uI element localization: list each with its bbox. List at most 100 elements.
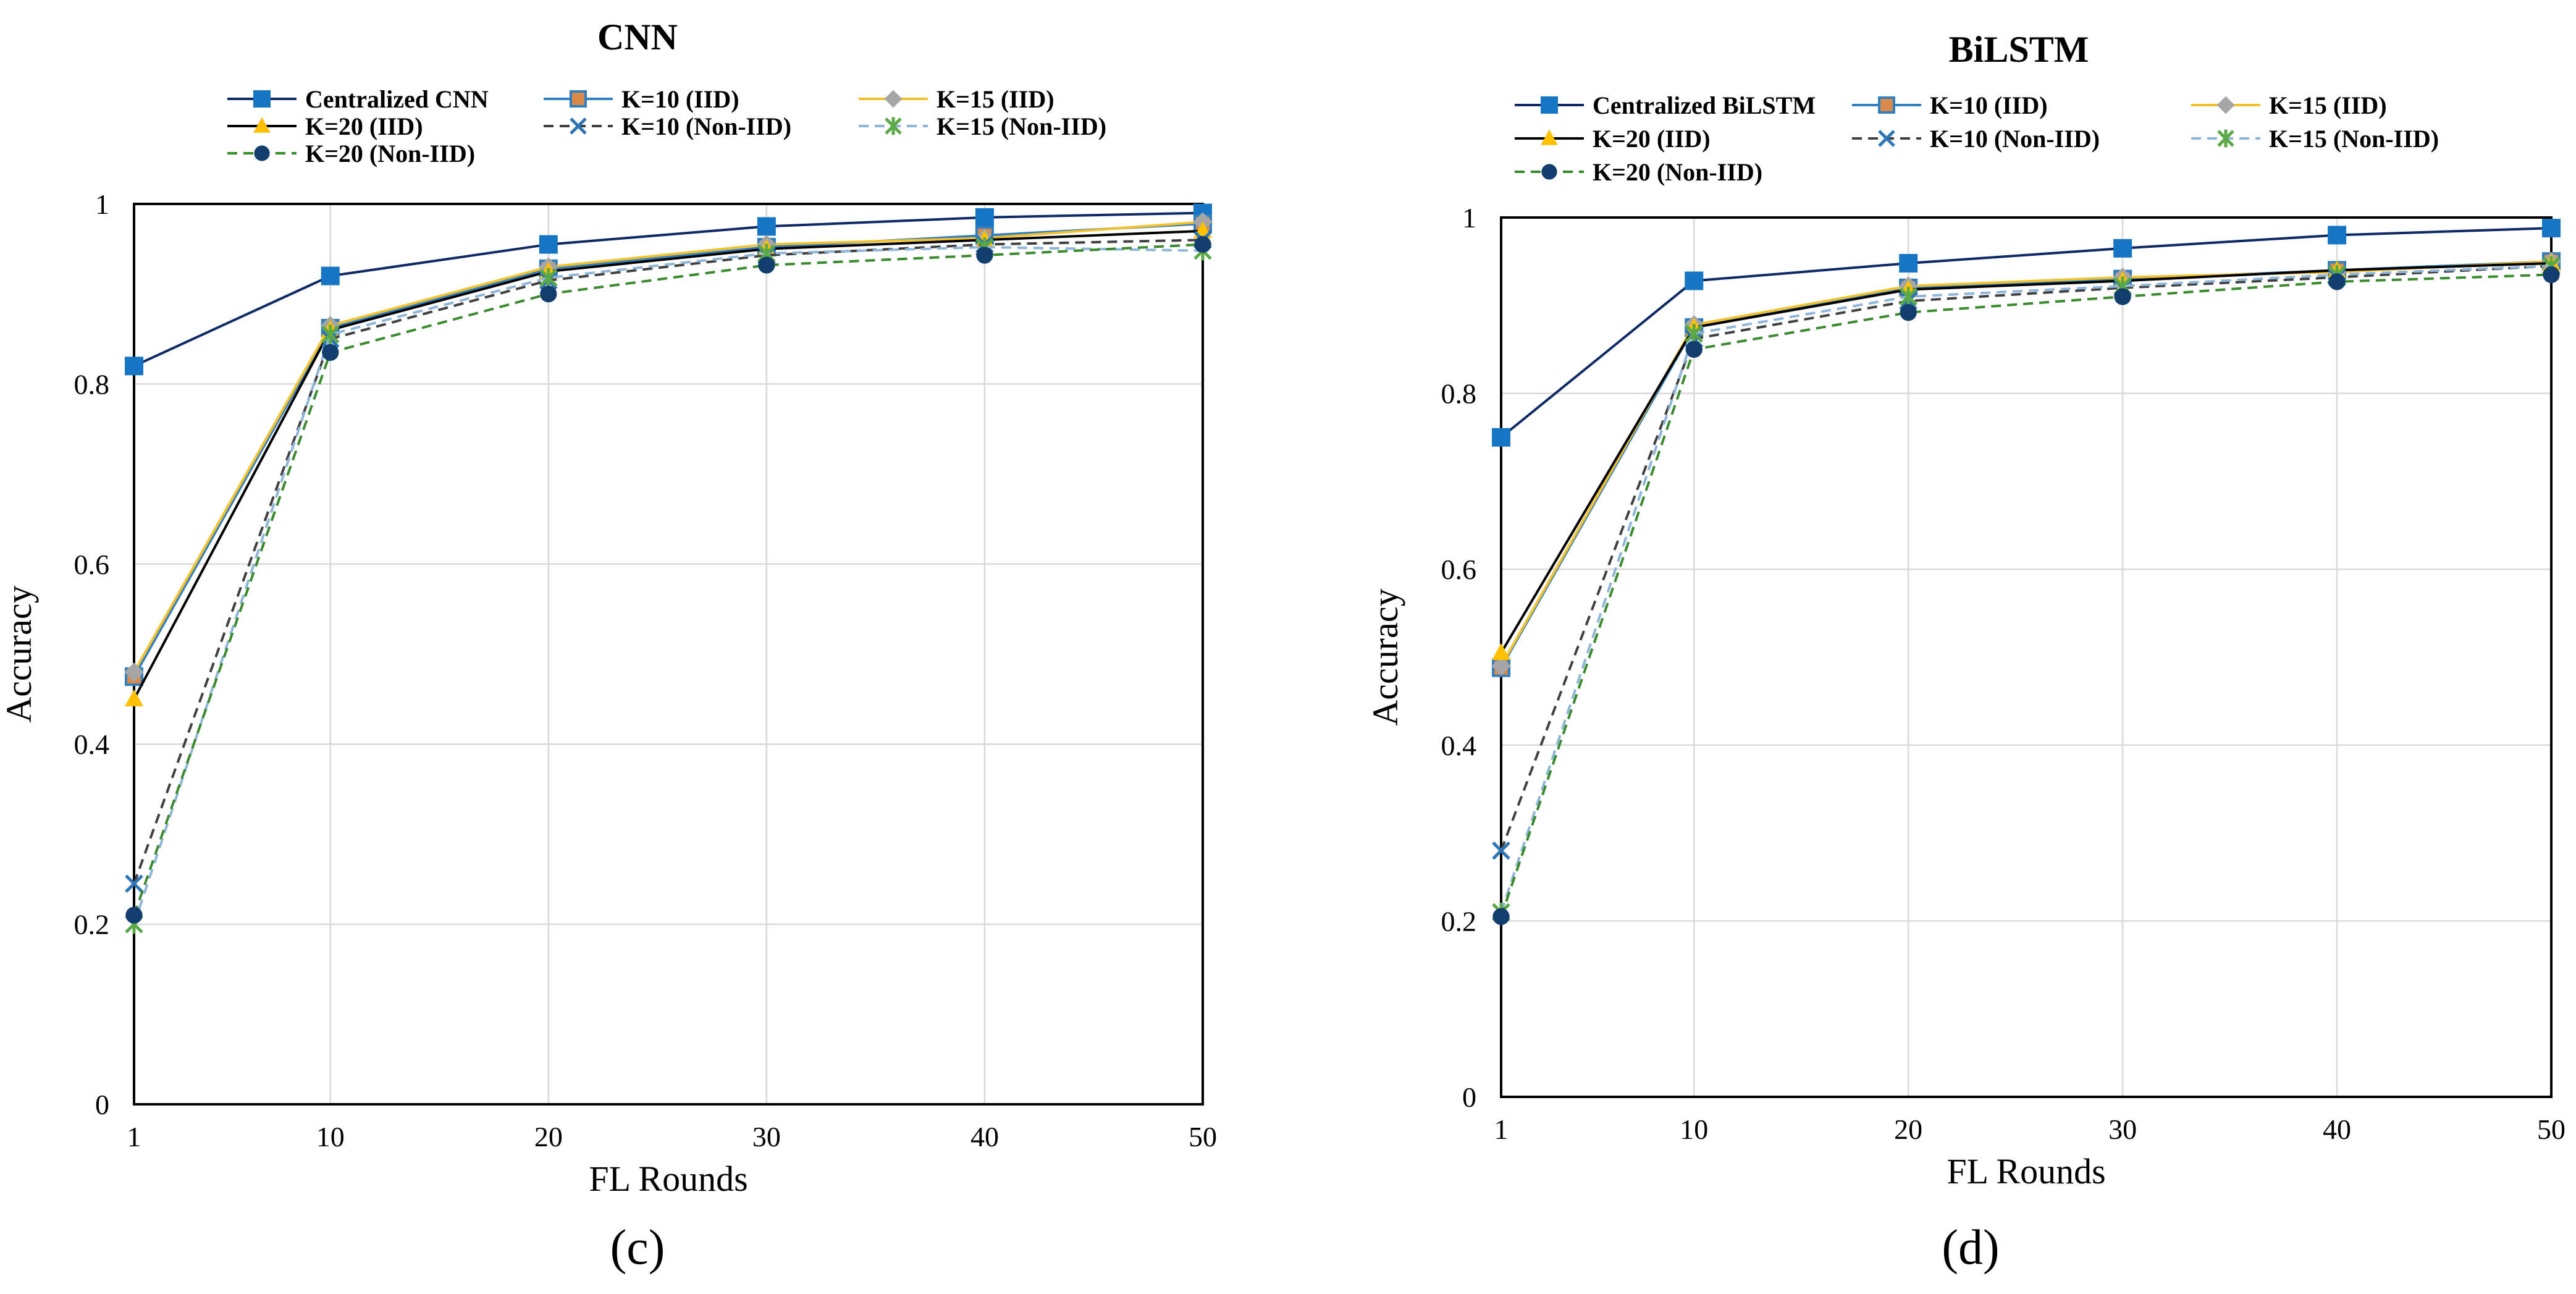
legend-item: K=20 (Non-IID) (227, 140, 475, 167)
data-point (2328, 273, 2346, 290)
plot-area (1500, 216, 2553, 1098)
data-point (321, 324, 340, 344)
data-point (1900, 304, 1917, 321)
y-tick-label: 0.8 (74, 368, 110, 400)
legend-item: K=10 (Non-IID) (1852, 125, 2100, 153)
series-line (1500, 227, 2552, 439)
y-tick-label: 0 (95, 1089, 109, 1120)
chart-panel-c: CNN 0 0.2 0.4 0.6 0.8 1 1 10 20 30 40 50 FL Rounds Acc… (0, 17, 1217, 1275)
legend-label: K=20 (Non-IID) (305, 140, 475, 167)
y-tick-label: 0.8 (1441, 378, 1477, 410)
legend-marker (2216, 96, 2235, 114)
data-point (1899, 287, 1917, 307)
plot-area (133, 203, 1204, 1106)
series-k-15-iid- (124, 212, 1213, 682)
data-point (539, 235, 558, 254)
legend-label: K=15 (Non-IID) (937, 112, 1106, 140)
legend-label: K=15 (Non-IID) (2269, 125, 2439, 153)
data-point (540, 285, 557, 303)
data-point (539, 268, 558, 288)
series-line (133, 243, 1203, 916)
x-tick-label: 1 (127, 1121, 141, 1152)
legend-item: K=10 (Non-IID) (544, 112, 791, 140)
y-tick-label: 0.4 (1441, 730, 1477, 761)
legend-item: K=20 (Non-IID) (1515, 158, 1762, 186)
series-centralized-cnn (125, 203, 1212, 376)
data-point (321, 266, 340, 285)
legend-marker (885, 117, 902, 135)
x-tick-label: 10 (316, 1121, 345, 1152)
data-point (975, 208, 994, 227)
legend-marker (884, 90, 903, 108)
data-point (1685, 340, 1703, 358)
legend-item: K=10 (IID) (1852, 91, 2048, 119)
legend-item: K=15 (IID) (859, 85, 1054, 113)
legend-label: K=15 (IID) (937, 85, 1054, 113)
series-k-10-non-iid- (1492, 256, 2561, 860)
y-axis-label: Accuracy (1365, 588, 1405, 725)
y-tick-label: 0.4 (74, 729, 110, 760)
data-point (125, 907, 143, 924)
series-line (1500, 261, 2552, 654)
data-point (2114, 288, 2131, 305)
x-tick-label: 30 (2108, 1114, 2137, 1145)
x-tick-label: 40 (2323, 1114, 2351, 1145)
legend-marker (1878, 130, 1895, 147)
y-tick-label: 0 (1462, 1081, 1476, 1113)
series-line (133, 229, 1203, 700)
legend-marker (1541, 96, 1558, 114)
data-point (2542, 219, 2561, 238)
legend-item: Centralized BiLSTM (1515, 91, 1816, 119)
legend-label: K=15 (IID) (2269, 91, 2387, 119)
x-tick-label: 50 (2537, 1114, 2565, 1145)
series-line (133, 222, 1203, 677)
series-line (133, 239, 1203, 884)
data-point (1492, 841, 1510, 860)
legend-label: K=20 (IID) (305, 112, 423, 140)
legend-item: Centralized CNN (227, 85, 489, 113)
data-point (1685, 324, 1704, 344)
data-point (976, 247, 993, 264)
series-line (1500, 260, 2552, 669)
series-k-10-iid- (1492, 252, 2561, 677)
data-point (322, 344, 339, 362)
legend-item: K=15 (Non-IID) (859, 112, 1106, 140)
legend: Centralized CNN K=10 (IID) K=15 (IID) K=20 … (227, 85, 1106, 167)
data-point (125, 357, 143, 376)
legend-label: K=10 (Non-IID) (621, 112, 791, 140)
series-k-10-iid- (125, 214, 1212, 686)
y-tick-label: 0.2 (74, 909, 110, 941)
legend-label: K=10 (IID) (621, 85, 739, 113)
series-k-15-non-iid- (1492, 256, 2561, 922)
data-point (125, 874, 143, 893)
series-line (1500, 260, 2552, 667)
y-tick-label: 1 (95, 188, 109, 220)
x-tick-label: 20 (534, 1121, 563, 1152)
series-k-20-non-iid- (125, 235, 1211, 924)
data-point (2113, 239, 2132, 258)
legend-marker (1878, 96, 1895, 114)
series-line (1500, 264, 2552, 852)
chart-title: CNN (597, 17, 678, 57)
y-tick-label: 0.6 (1441, 554, 1477, 585)
series-k-20-non-iid- (1492, 266, 2560, 925)
legend-label: K=20 (Non-IID) (1593, 158, 1762, 186)
legend-item: K=15 (IID) (2191, 91, 2387, 119)
legend-marker (570, 117, 587, 135)
legend-marker (253, 117, 271, 133)
legend-label: K=10 (Non-IID) (1930, 125, 2100, 153)
data-point (125, 689, 143, 707)
data-point (1492, 908, 1510, 925)
y-axis-label: Accuracy (0, 585, 39, 722)
legend-marker (2217, 129, 2234, 148)
legend-marker (1541, 164, 1557, 180)
x-axis-label: FL Rounds (589, 1159, 747, 1199)
legend-item: K=10 (IID) (544, 85, 739, 113)
legend-marker (570, 90, 587, 108)
legend-item: K=15 (Non-IID) (2191, 125, 2439, 153)
series-line (1500, 264, 2552, 913)
data-point (758, 256, 775, 274)
panel-label: (c) (610, 1220, 665, 1275)
panel-label: (d) (1942, 1220, 1999, 1275)
